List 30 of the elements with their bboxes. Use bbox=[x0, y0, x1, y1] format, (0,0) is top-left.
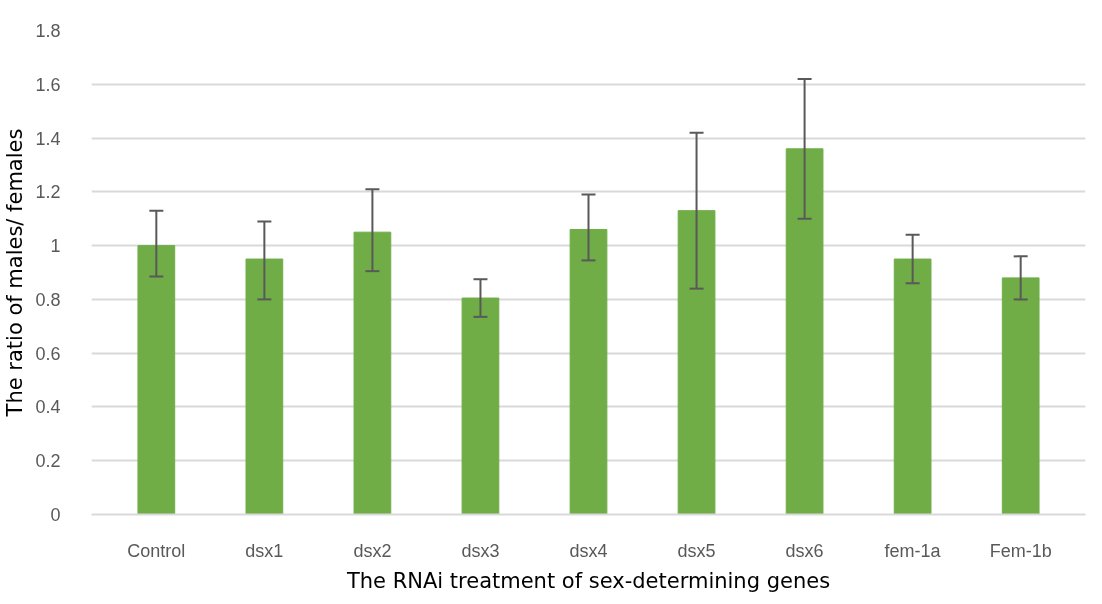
x-tick-label: dsx4 bbox=[569, 540, 608, 561]
y-tick-label: 0.2 bbox=[35, 451, 61, 472]
x-tick-label: dsx6 bbox=[785, 540, 824, 561]
x-tick-label: dsx1 bbox=[245, 540, 284, 561]
y-tick-label: 1.6 bbox=[35, 74, 61, 95]
y-tick-label: 0.6 bbox=[35, 343, 61, 364]
y-tick-label: 1.4 bbox=[35, 128, 61, 149]
x-tick-label: dsx5 bbox=[677, 540, 716, 561]
y-axis-title: The ratio of males/ females bbox=[3, 128, 28, 418]
x-tick-label: Control bbox=[127, 540, 186, 561]
bar bbox=[569, 228, 608, 515]
y-tick-label: 1.8 bbox=[35, 21, 61, 41]
bar bbox=[461, 297, 500, 515]
y-tick-label: 0 bbox=[50, 505, 61, 525]
x-axis-title: The RNAi treatment of sex-determining genes bbox=[345, 568, 831, 593]
x-tick-label: Fem-1b bbox=[989, 540, 1052, 561]
y-tick-label: 0.8 bbox=[35, 289, 61, 310]
y-tick-label: 1.2 bbox=[35, 182, 61, 203]
x-tick-label: dsx2 bbox=[353, 540, 392, 561]
bar bbox=[353, 231, 392, 515]
y-tick-label: 0.4 bbox=[35, 397, 61, 418]
x-tick-label: fem-1a bbox=[884, 540, 942, 561]
bar bbox=[785, 148, 824, 515]
bar bbox=[1001, 277, 1040, 515]
y-tick-label: 1 bbox=[50, 236, 61, 257]
x-tick-label: dsx3 bbox=[461, 540, 500, 561]
bar bbox=[893, 258, 932, 515]
bar bbox=[137, 245, 176, 515]
bar bbox=[245, 258, 284, 515]
bar bbox=[677, 210, 716, 515]
